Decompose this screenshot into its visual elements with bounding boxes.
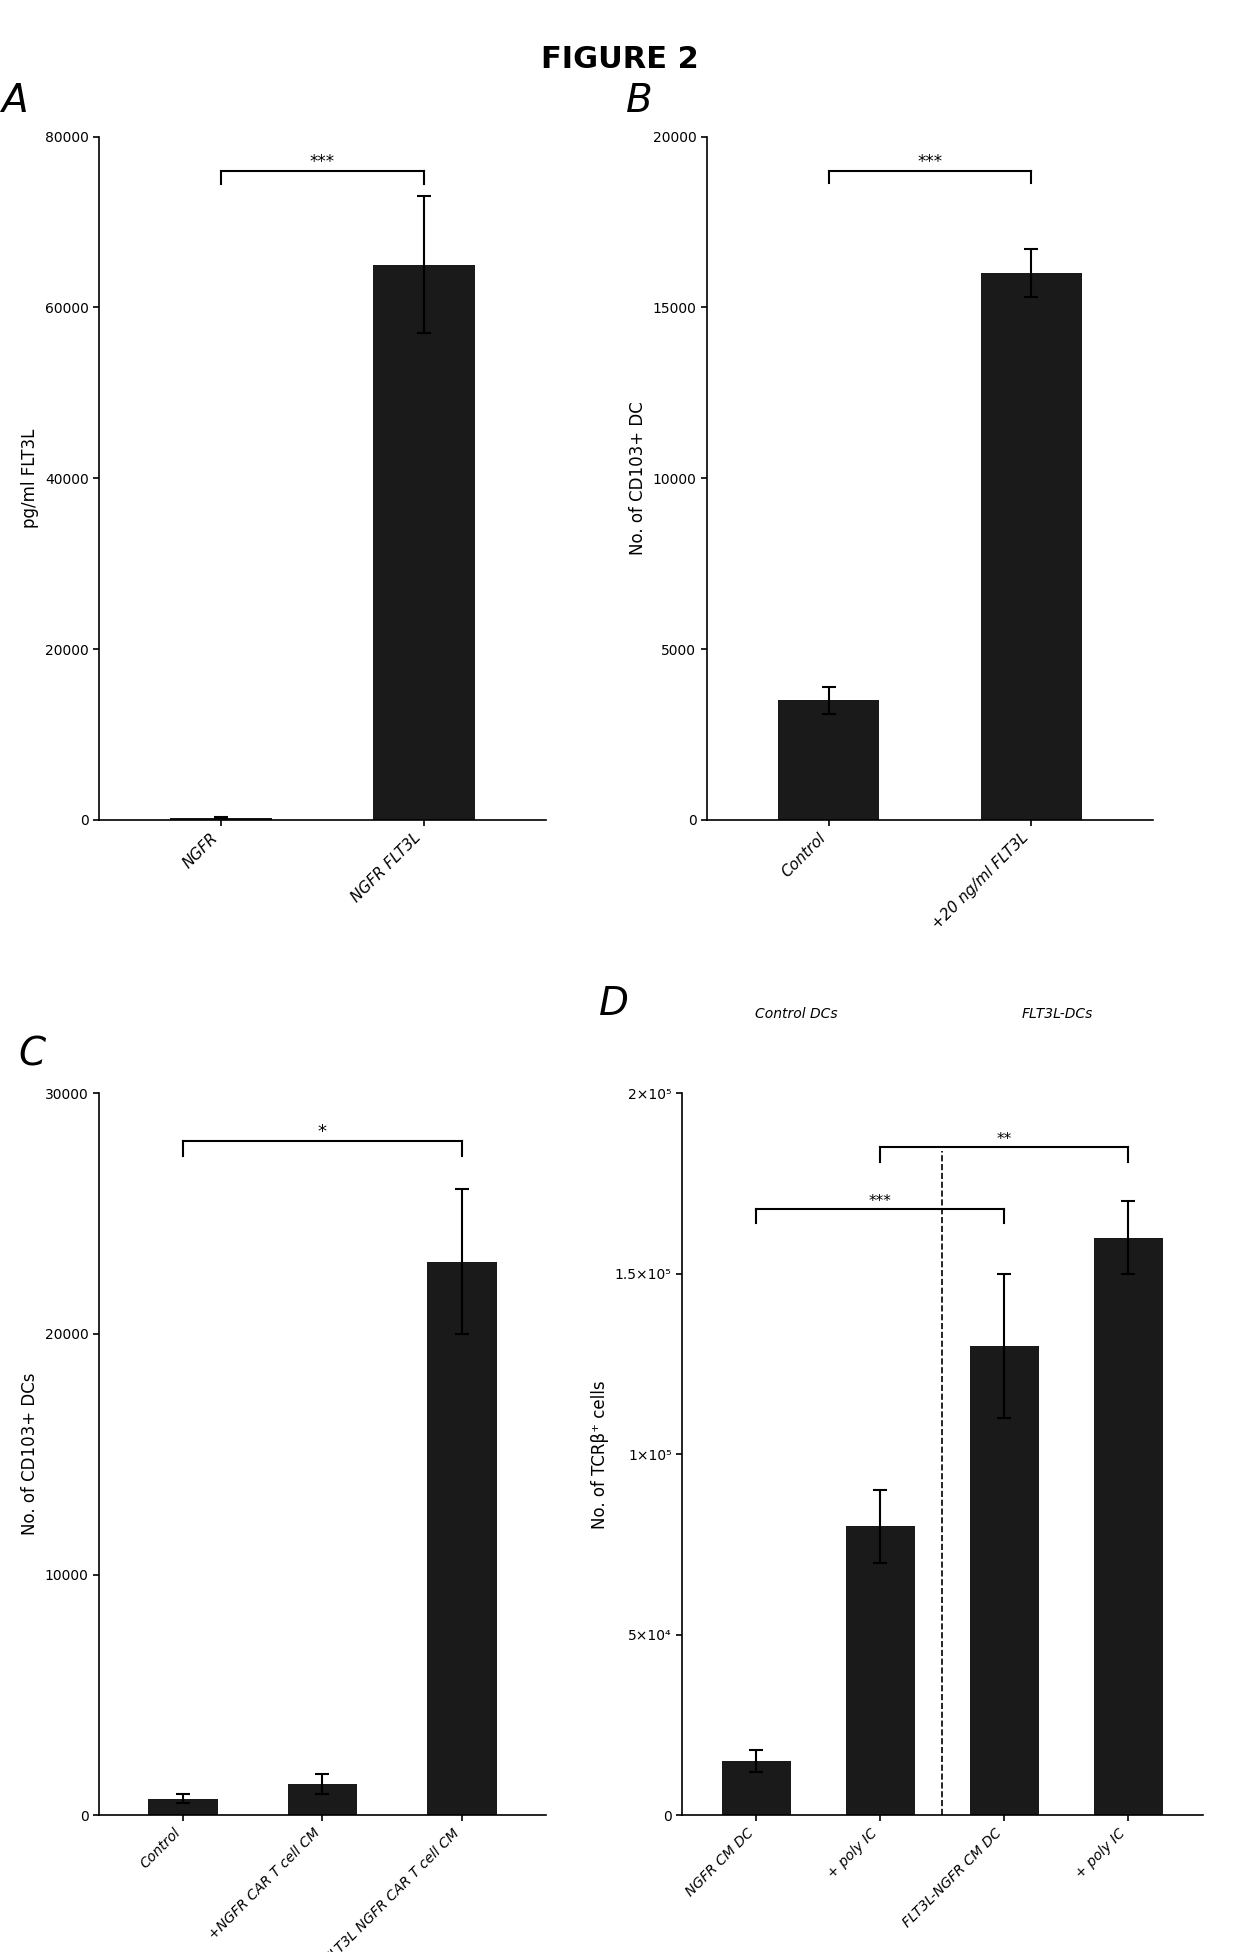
Bar bbox=[777, 701, 879, 820]
Bar bbox=[846, 1526, 915, 1815]
Y-axis label: No. of TCRβ⁺ cells: No. of TCRβ⁺ cells bbox=[591, 1380, 609, 1528]
Bar bbox=[722, 1761, 791, 1815]
Y-axis label: No. of CD103+ DC: No. of CD103+ DC bbox=[629, 402, 647, 554]
Text: **: ** bbox=[997, 1132, 1012, 1148]
Text: ***: *** bbox=[869, 1195, 892, 1208]
Text: D: D bbox=[599, 984, 629, 1023]
Text: ***: *** bbox=[310, 152, 335, 172]
Text: FIGURE 2: FIGURE 2 bbox=[541, 45, 699, 74]
Text: *: * bbox=[317, 1122, 327, 1142]
Y-axis label: pg/ml FLT3L: pg/ml FLT3L bbox=[21, 429, 40, 527]
Text: ***: *** bbox=[918, 152, 942, 172]
Bar bbox=[373, 265, 475, 820]
Bar bbox=[1094, 1238, 1163, 1815]
Bar bbox=[148, 1798, 218, 1815]
Bar bbox=[970, 1347, 1039, 1815]
Text: A: A bbox=[1, 82, 27, 119]
Text: B: B bbox=[626, 82, 653, 119]
Bar bbox=[427, 1261, 497, 1815]
Text: Control DCs: Control DCs bbox=[755, 1007, 838, 1021]
Text: FLT3L-DCs: FLT3L-DCs bbox=[1022, 1007, 1092, 1021]
Bar bbox=[288, 1784, 357, 1815]
Y-axis label: No. of CD103+ DCs: No. of CD103+ DCs bbox=[21, 1372, 40, 1536]
Text: C: C bbox=[19, 1035, 46, 1074]
Bar bbox=[981, 273, 1083, 820]
